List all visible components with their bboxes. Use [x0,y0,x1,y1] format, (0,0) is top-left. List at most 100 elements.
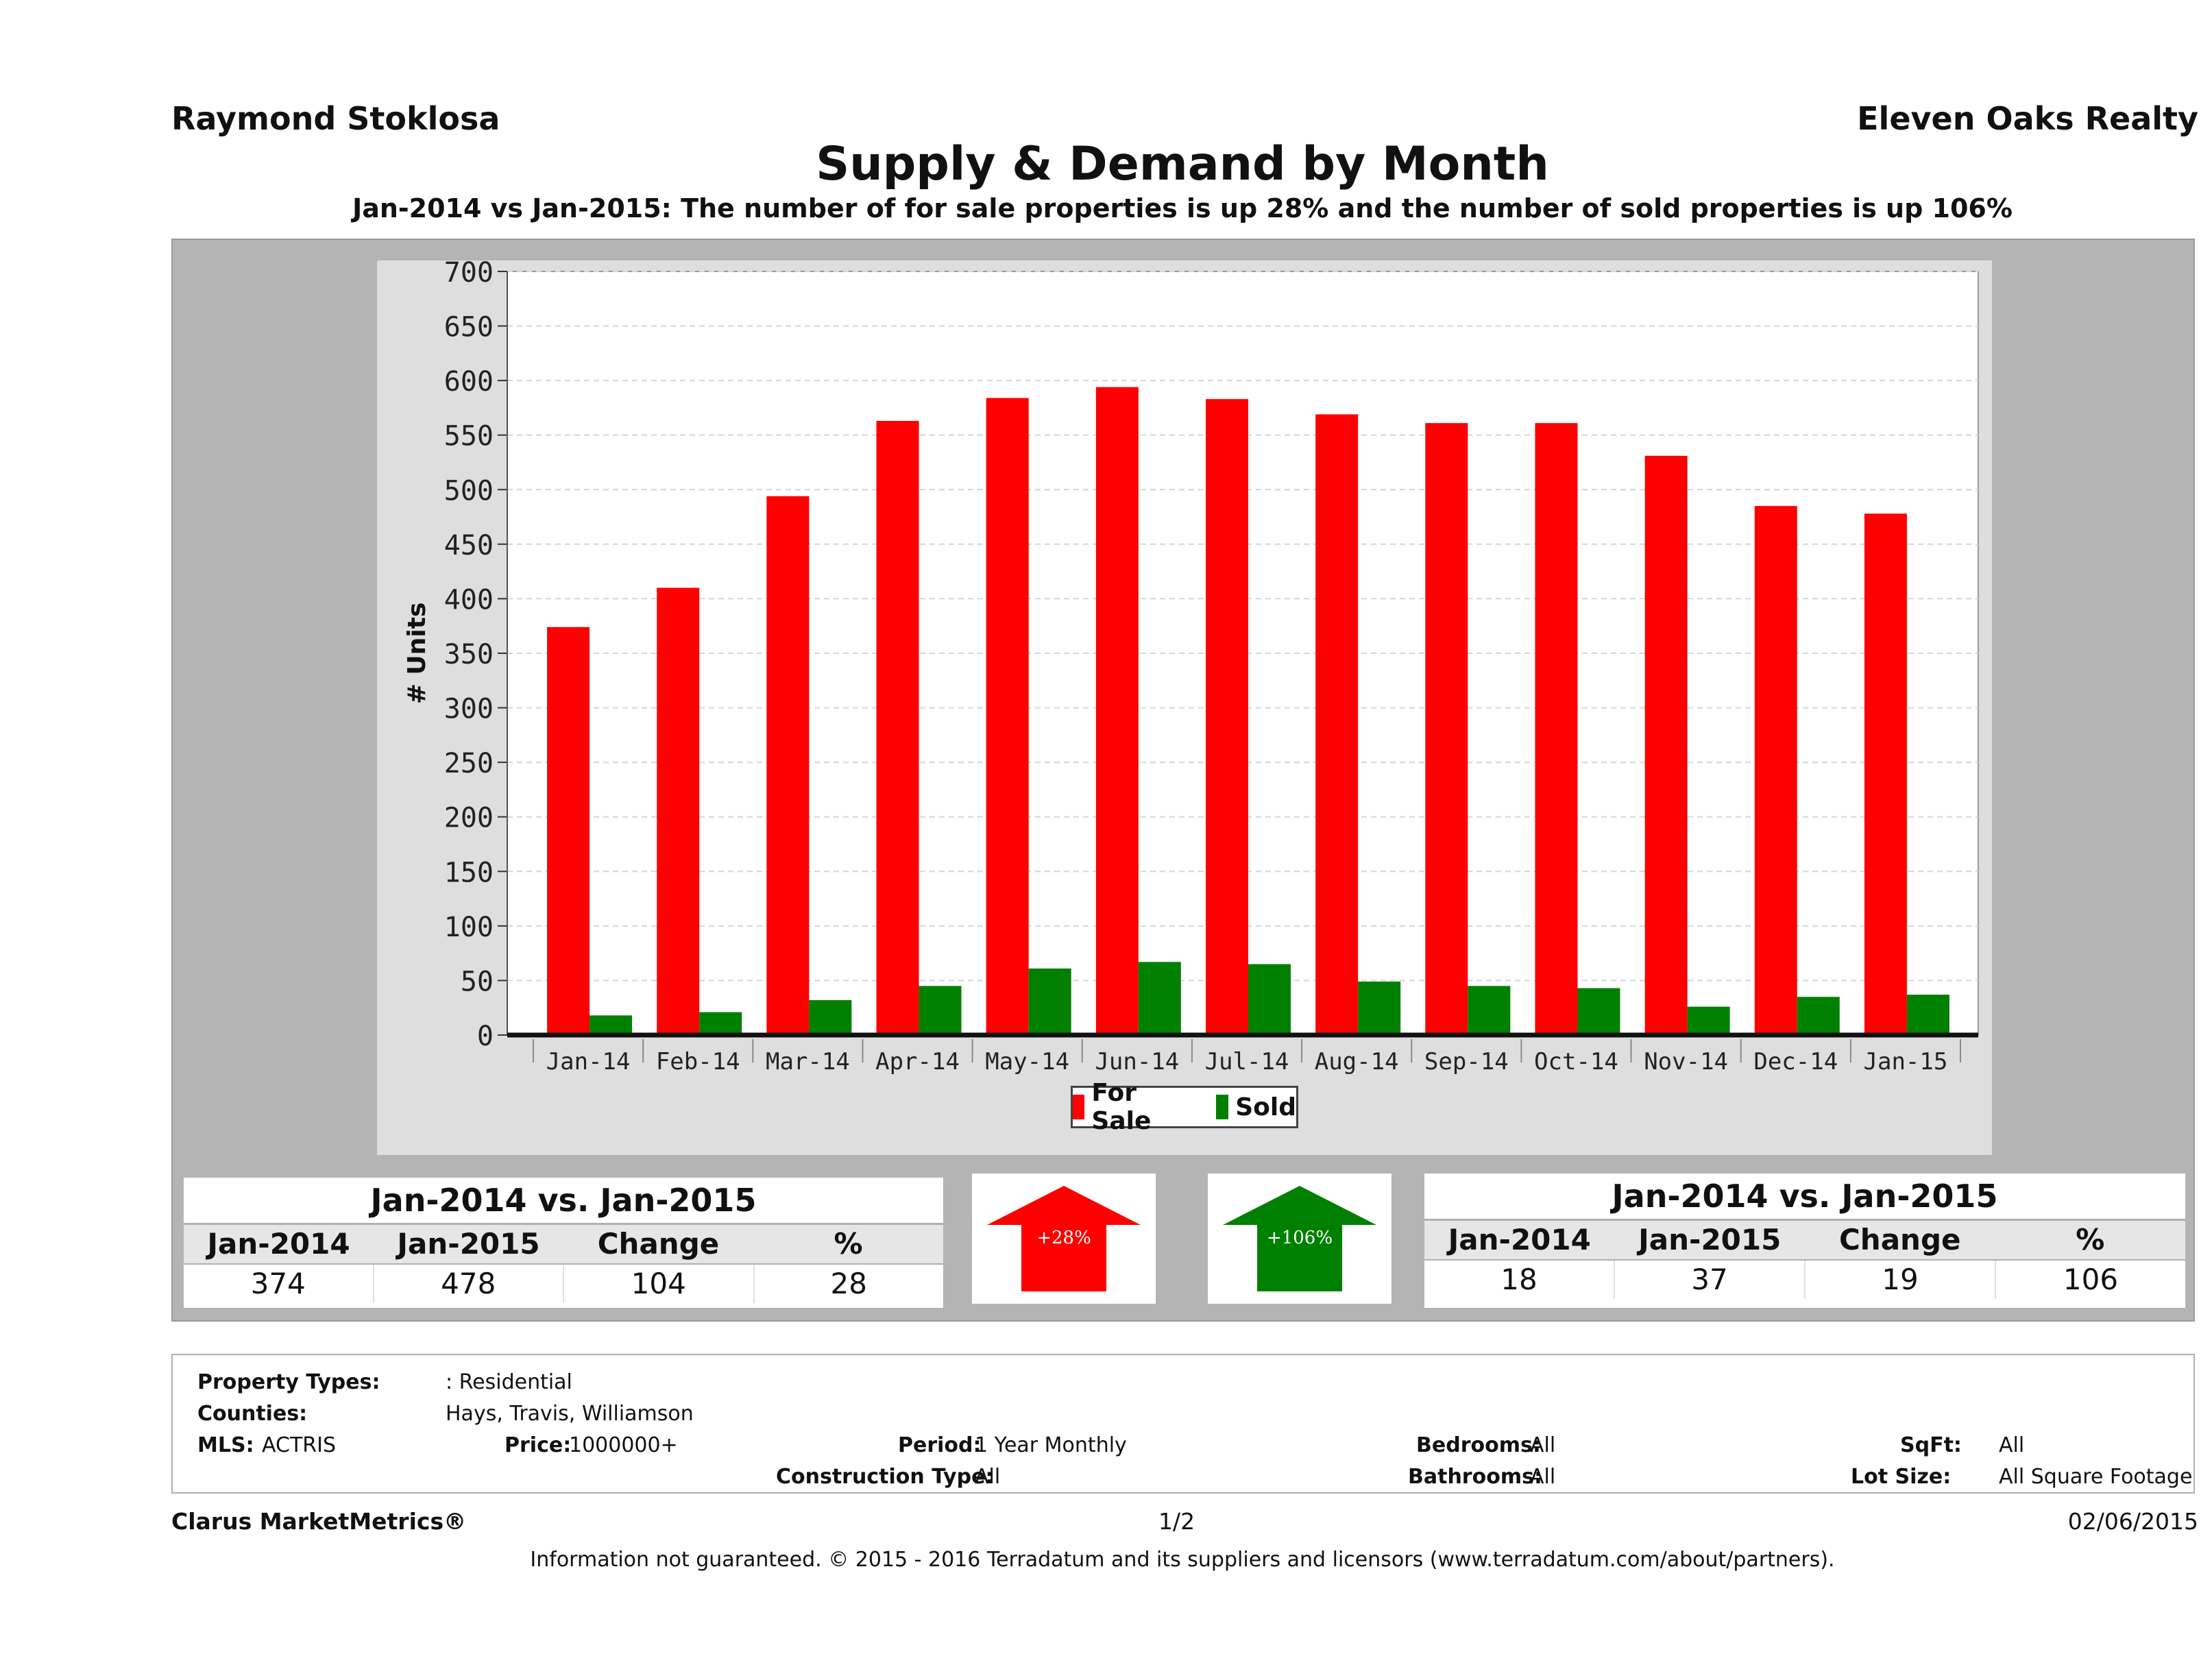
column-header: Change [1838,1223,1961,1256]
supply-demand-chart: 0 50 100 150 200 250 300 350 400 450 500 550 600 650 7… [403,257,1979,1075]
y-tick-label: 700 [444,257,494,289]
column-header: Change [597,1227,720,1261]
bar-for-sale [657,587,700,1035]
for-sale-swatch [1073,1095,1085,1119]
legend-item-for-sale: For Sale [1073,1079,1201,1135]
price-label: Price: [505,1433,572,1457]
disclaimer: Information not guaranteed. © 2015 - 201… [530,1548,1835,1572]
bar-for-sale [766,496,810,1035]
bar-for-sale [1425,423,1468,1035]
bar-sold [1138,962,1181,1035]
bar-for-sale [1754,506,1797,1035]
x-tick-label: Jan-14 [546,1048,631,1075]
x-tick-label: Feb-14 [656,1048,740,1075]
sold-change-label: +106% [1267,1228,1333,1248]
footer-brand: Clarus MarketMetrics® [171,1508,467,1535]
column-header: Jan-2014 [207,1227,350,1261]
y-axis-label: # Units [403,603,431,705]
bar-sold [1248,964,1291,1035]
lot-size-value: All Square Footage [1999,1465,2193,1489]
legend-label-sold: Sold [1235,1093,1296,1121]
cell-value: 104 [564,1265,755,1303]
y-tick-label: 350 [444,639,494,670]
construction-type-label: Construction Type: [776,1465,994,1489]
sold-table-row: 18 37 19 106 [1424,1261,2185,1299]
search-criteria: Property Types: : Residential Counties: … [171,1354,2195,1494]
bar-sold [1687,1006,1730,1035]
y-tick-label: 450 [444,530,494,561]
x-tick-label: Apr-14 [875,1048,960,1075]
cell-value: 106 [2063,1263,2119,1296]
column-header: Jan-2014 [1448,1223,1591,1256]
cell-value: 374 [184,1265,374,1303]
sqft-label: SqFt: [1900,1433,1962,1457]
column-header: Jan-2015 [1638,1223,1782,1256]
bar-for-sale [986,398,1029,1035]
for-sale-comparison-table: Jan-2014 vs. Jan-2015 Jan-2014 Jan-2015 … [184,1178,943,1308]
bar-for-sale [1535,423,1578,1035]
legend-item-sold: Sold [1216,1093,1296,1121]
cell-value: 18 [1424,1261,1615,1299]
column-header: % [834,1227,863,1261]
price-value: 1000000+ [569,1433,678,1457]
sold-table-columns: Jan-2014 Jan-2015 Change % [1424,1221,2185,1261]
legend-label-for-sale: For Sale [1091,1079,1152,1135]
for-sale-change-label: +28% [1036,1228,1091,1248]
for-sale-table-heading: Jan-2014 vs. Jan-2015 [184,1178,943,1225]
y-tick-label: 200 [444,803,494,834]
bar-sold [1797,997,1840,1035]
y-tick-label: 100 [444,912,494,943]
agent-name: Raymond Stoklosa [171,100,500,137]
bar-for-sale [1315,414,1359,1035]
bedrooms-value: All [1530,1433,1556,1457]
cell-value: 28 [830,1267,867,1300]
y-tick-label: 0 [477,1021,494,1052]
bar-for-sale [1864,513,1907,1035]
y-tick-label: 250 [444,748,494,779]
for-sale-up-arrow-icon: +28% [987,1186,1141,1291]
column-header: % [2076,1223,2105,1256]
period-label: Period: [898,1433,982,1457]
broker-name: Eleven Oaks Realty [1857,100,2198,137]
mls-value: ACTRIS [262,1433,337,1457]
property-types-value: : Residential [446,1370,572,1394]
y-tick-label: 50 [461,966,494,997]
y-tick-label: 550 [444,421,494,452]
construction-type-value: All [975,1465,1001,1489]
cell-value: 37 [1615,1261,1806,1299]
period-value: 1 Year Monthly [975,1433,1127,1457]
sold-swatch [1216,1095,1229,1119]
bar-sold [1906,995,1949,1035]
bar-for-sale [1095,387,1139,1035]
x-tick-label: Sep-14 [1424,1048,1509,1075]
bar-for-sale [1206,399,1248,1035]
x-tick-label: Nov-14 [1644,1048,1728,1075]
sold-table-heading: Jan-2014 vs. Jan-2015 [1424,1174,2185,1221]
x-tick-label: Jul-14 [1205,1048,1289,1075]
y-tick-label: 400 [444,584,494,616]
sold-comparison-table: Jan-2014 vs. Jan-2015 Jan-2014 Jan-2015 … [1424,1174,2185,1308]
bar-sold [1358,982,1401,1035]
mls-label: MLS: [197,1433,254,1457]
report-subtitle: Jan-2014 vs Jan-2015: The number of for … [352,193,2013,223]
x-tick-label: Aug-14 [1315,1048,1399,1075]
sqft-value: All [1999,1433,2025,1457]
bar-sold [809,1000,852,1035]
x-tick-label: Jun-14 [1095,1048,1179,1075]
y-tick-label: 150 [444,857,494,888]
bar-sold [699,1012,742,1035]
lot-size-label: Lot Size: [1851,1465,1952,1489]
y-tick-label: 300 [444,694,494,725]
bar-for-sale [547,627,590,1035]
bar-for-sale [1644,455,1688,1035]
column-header: Jan-2015 [397,1227,540,1261]
counties-value: Hays, Travis, Williamson [446,1402,694,1426]
bar-sold [1577,988,1620,1035]
counties-label: Counties: [197,1402,308,1426]
bar-sold [590,1015,633,1035]
y-tick-label: 600 [444,366,494,398]
for-sale-table-row: 374 478 104 28 [184,1265,943,1303]
bar-sold [1468,986,1511,1035]
sold-up-arrow-icon: +106% [1223,1186,1376,1291]
x-tick-label: Jan-15 [1864,1048,1948,1075]
